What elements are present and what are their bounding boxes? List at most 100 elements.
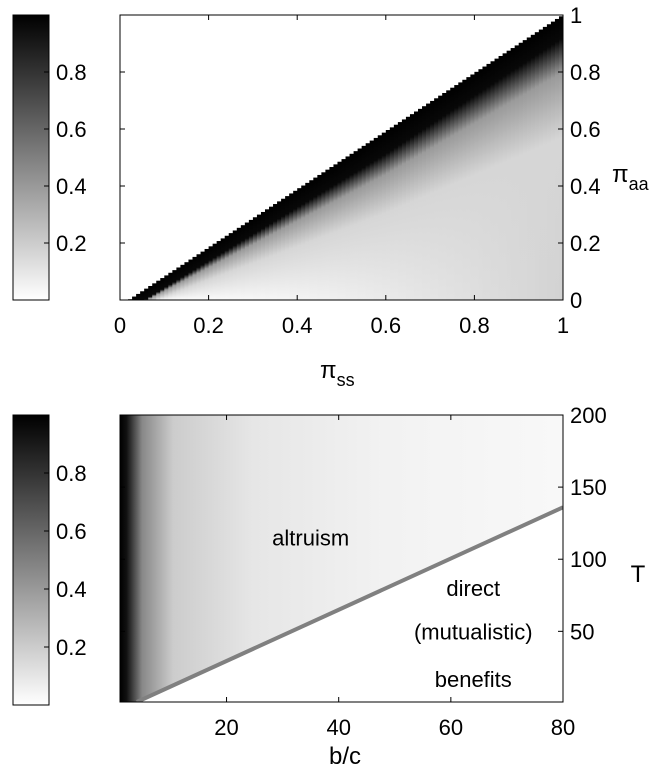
top-heatmap-cell [542, 26, 548, 300]
top-heatmap-cell [409, 114, 415, 300]
top-heatmap-cell [244, 222, 250, 300]
bottom-boundary-line [135, 505, 563, 702]
top-heatmap-cell [502, 53, 508, 300]
top-heatmap-cell [401, 119, 407, 300]
top-heatmap-cell [333, 164, 339, 300]
top-heatmap-cell [514, 45, 520, 300]
top-x-tick-label: 0.8 [459, 313, 490, 338]
top-heatmap-cell [156, 280, 161, 300]
top-heatmap-cell [490, 61, 496, 300]
top-heatmap-cell [152, 283, 157, 300]
top-heatmap-cell [393, 124, 399, 300]
direct-benefits-region-label: benefits [435, 667, 512, 692]
top-heatmap-cell [337, 161, 343, 300]
bottom-x-ticks: 20 40 60 80 [214, 415, 575, 740]
top-heatmap-cell [325, 169, 331, 300]
top-heatmap-cell [188, 259, 194, 300]
top-colorbar-gradient [12, 14, 50, 301]
altruism-region-label: altruism [272, 526, 349, 551]
top-heatmap-cell [526, 37, 532, 300]
top-x-axis-label-symbol: π [320, 357, 337, 384]
top-heatmap-cell [313, 177, 318, 300]
bottom-x-tick-label: 40 [326, 715, 350, 740]
colorbar-tick-label: 0.6 [56, 519, 87, 544]
top-heatmap-cell [176, 267, 182, 300]
top-heatmap-cell [168, 272, 173, 300]
bottom-heatmap [120, 415, 563, 702]
top-heatmap-cell [546, 24, 552, 300]
top-x-tick-label: 0.4 [282, 313, 313, 338]
top-heatmap-cell [510, 48, 516, 300]
top-heatmap-cell [144, 288, 149, 300]
top-heatmap-cell [422, 106, 427, 300]
top-heatmap-cell [164, 275, 169, 300]
bottom-x-tick-label: 80 [551, 715, 575, 740]
top-heatmap-cell [256, 214, 262, 300]
top-heatmap-cell [132, 296, 137, 300]
top-heatmap-cell [240, 225, 246, 300]
top-heatmap-cell [522, 40, 528, 300]
top-heatmap [120, 15, 563, 300]
top-heatmap-cell [329, 167, 335, 300]
top-y-tick-label: 0.6 [570, 117, 601, 142]
top-heatmap-cell [442, 92, 447, 300]
top-heatmap-cell [192, 256, 198, 300]
top-heatmap-cell [148, 285, 153, 300]
colorbar-tick-label: 0.6 [56, 117, 87, 142]
top-heatmap-cell [281, 198, 286, 300]
top-heatmap-cell [418, 108, 423, 300]
top-heatmap-cell [208, 246, 214, 300]
top-y-tick-label: 0.8 [570, 60, 601, 85]
top-heatmap-cell [470, 74, 475, 300]
top-colorbar-ticks: 0.2 0.4 0.6 0.8 [44, 60, 87, 256]
bottom-y-tick-label: 150 [570, 475, 607, 500]
top-y-tick-label: 0 [570, 288, 582, 313]
top-heatmap-cell [430, 100, 435, 300]
top-heatmap-cell [236, 227, 242, 300]
top-heatmap-cell [204, 248, 210, 300]
top-heatmap-cell [405, 116, 411, 300]
top-heatmap-cell [345, 156, 351, 300]
top-heatmap-cell [321, 172, 326, 300]
top-heatmap-cell [297, 188, 302, 300]
top-y-tick-label: 1 [570, 3, 582, 28]
top-heatmap-cell [228, 233, 234, 300]
bottom-region-annotations: altruism direct (mutualistic) benefits [272, 526, 532, 692]
bottom-plot-frame [119, 414, 564, 703]
top-heatmap-cell [349, 153, 355, 300]
top-heatmap-cell [450, 87, 455, 300]
top-panel: 0.20.40.60.8 0 0.2 0.4 0.6 0.8 1 00.20.40.60.… [12, 3, 650, 390]
top-heatmap-cell [518, 42, 524, 300]
top-y-tick-label: 0.4 [570, 174, 601, 199]
top-x-tick-label: 0 [114, 313, 126, 338]
top-heatmap-cell [538, 29, 544, 300]
top-heatmap-cell [269, 206, 274, 300]
top-heatmap-cell [160, 278, 165, 300]
top-heatmap-cell [365, 143, 371, 300]
colorbar-tick-label: 0.8 [56, 60, 87, 85]
top-heatmap-cell [361, 145, 367, 300]
top-heatmap-cell [273, 204, 278, 300]
top-x-axis-label: πss [320, 357, 355, 390]
colorbar-tick-label: 0.4 [56, 174, 87, 199]
top-x-tick-label: 1 [557, 313, 569, 338]
bottom-x-axis-label: b/c [329, 743, 361, 770]
top-heatmap-cell [305, 182, 310, 300]
top-heatmap-cell [216, 241, 222, 300]
top-heatmap-cell [534, 32, 540, 300]
top-y-tick-label: 0.2 [570, 231, 601, 256]
top-heatmap-cell [454, 85, 459, 300]
top-heatmap-cell [289, 193, 294, 300]
bottom-colorbar-gradient [12, 414, 50, 706]
top-heatmap-cell [220, 238, 226, 300]
top-heatmap-cell [353, 151, 359, 300]
top-heatmap-cell [172, 270, 177, 300]
top-heatmap-cell [301, 185, 306, 300]
top-plot-frame [119, 14, 564, 301]
top-heatmap-cell [434, 98, 439, 300]
bottom-y-ticks: 50 100 150 200 [120, 403, 607, 644]
top-heatmap-cell [458, 82, 463, 300]
top-heatmap-cell [530, 34, 536, 300]
